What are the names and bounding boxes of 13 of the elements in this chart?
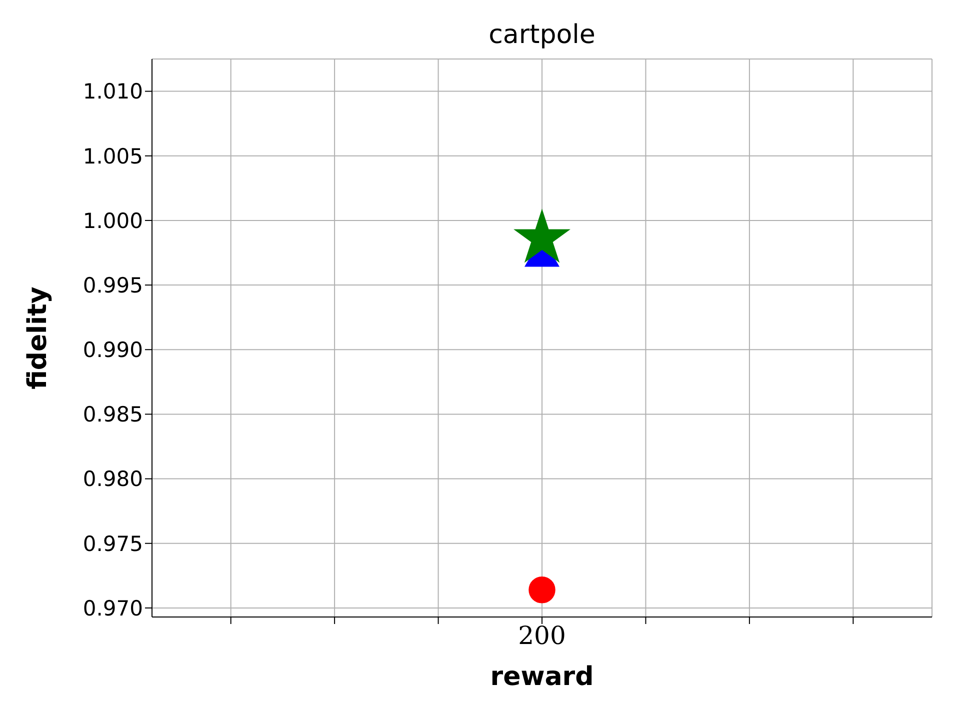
y-tick-label: 0.970 — [82, 596, 143, 620]
y-tick-label: 0.990 — [82, 338, 143, 362]
y-tick-label: 0.975 — [82, 532, 143, 556]
x-tick-label: 200 — [518, 620, 566, 650]
y-tick-label: 1.000 — [82, 208, 143, 233]
y-tick-label: 1.010 — [82, 80, 143, 104]
chart-title: cartpole — [488, 20, 596, 50]
y-tick-label: 0.995 — [82, 273, 143, 298]
y-tick-label: 1.005 — [82, 144, 143, 168]
x-axis-title: reward — [489, 662, 595, 692]
y-tick-label: 0.985 — [82, 402, 143, 427]
y-tick-label: 0.980 — [82, 467, 143, 492]
y-axis-title: fidelity — [23, 286, 53, 390]
